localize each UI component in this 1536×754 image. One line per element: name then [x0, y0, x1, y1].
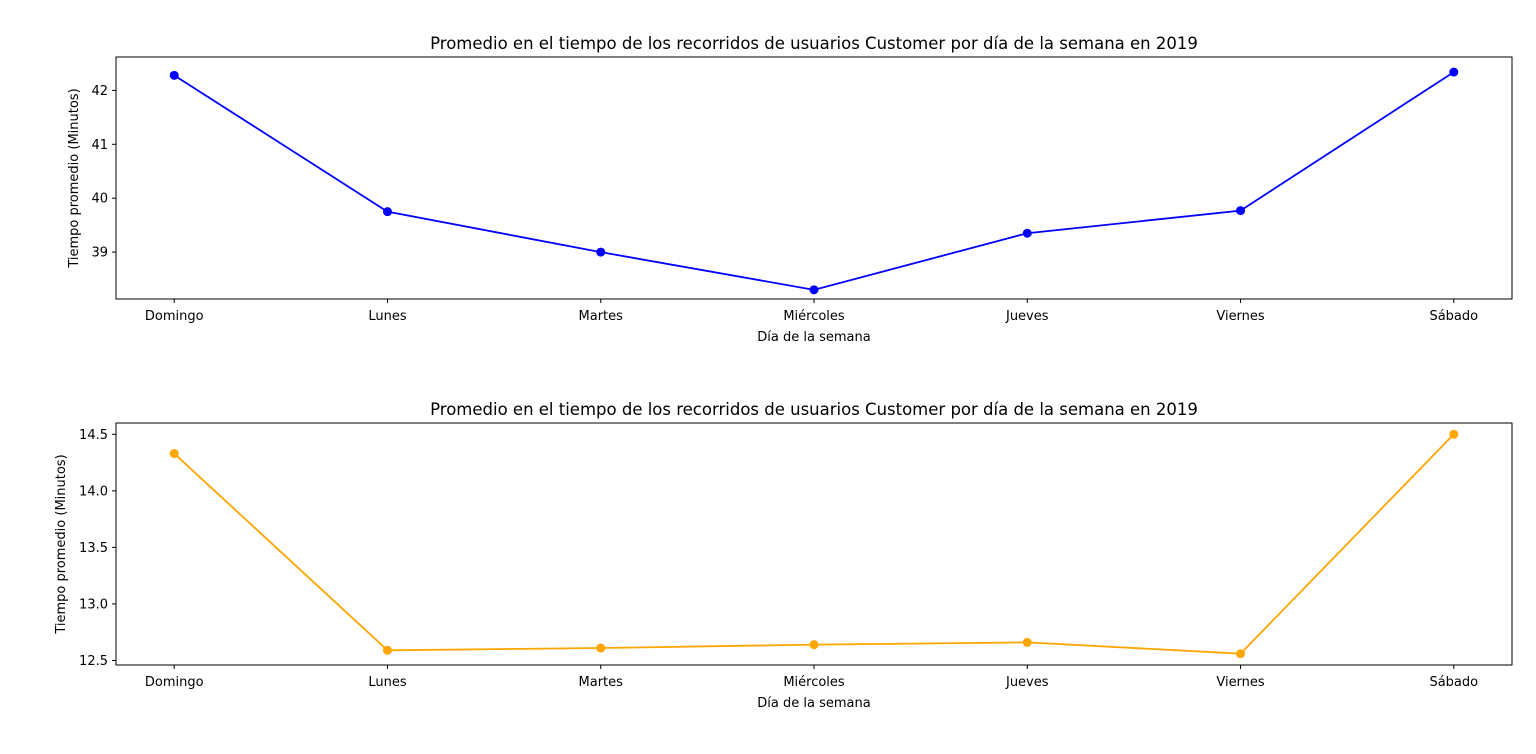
y-tick-label: 13.0 — [79, 597, 108, 612]
y-axis-label: Tiempo promedio (Minutos) — [54, 454, 69, 634]
plot-area: Domingo Lunes Martes Miércoles Jueves Viernes… — [91, 56, 1513, 324]
x-tick-label: Sábado — [1429, 309, 1478, 324]
data-point — [1236, 649, 1246, 659]
x-tick-label: Sábado — [1429, 675, 1478, 690]
data-point — [809, 640, 819, 650]
x-tick-label: Miércoles — [783, 309, 845, 324]
x-tick-label: Jueves — [1005, 309, 1049, 324]
x-tick-label: Lunes — [368, 309, 406, 324]
plot-frame — [115, 56, 1513, 300]
y-tick-label: 13.5 — [79, 541, 108, 556]
plot-area: Domingo Lunes Martes Miércoles Jueves Viernes… — [79, 422, 1513, 690]
data-point — [382, 645, 392, 655]
y-tick-label: 12.5 — [79, 654, 108, 669]
data-point — [169, 449, 179, 459]
y-tick-label: 14.5 — [79, 428, 108, 443]
data-point — [596, 247, 606, 257]
chart-title: Promedio en el tiempo de los recorridos … — [430, 34, 1198, 53]
x-tick-label: Jueves — [1005, 675, 1049, 690]
x-tick-label: Martes — [579, 675, 624, 690]
plot-frame — [115, 422, 1513, 666]
series-line — [173, 71, 1455, 291]
data-point — [169, 70, 179, 80]
series-line — [173, 433, 1455, 655]
y-tick-label: 40 — [91, 192, 108, 207]
y-tick-label: 14.0 — [79, 484, 108, 499]
data-point — [1449, 429, 1459, 439]
y-tick-label: 41 — [91, 138, 108, 153]
data-point — [1022, 637, 1032, 647]
y-tick-label: 39 — [91, 246, 108, 261]
x-tick-label: Miércoles — [783, 675, 845, 690]
data-point — [1449, 67, 1459, 77]
x-tick-label: Domingo — [145, 309, 204, 324]
chart-bottom: Promedio en el tiempo de los recorridos … — [54, 400, 1513, 711]
data-point — [1236, 206, 1246, 216]
data-point — [809, 285, 819, 295]
chart-title: Promedio en el tiempo de los recorridos … — [430, 400, 1198, 419]
x-tick-label: Martes — [579, 309, 624, 324]
x-axis-label: Día de la semana — [757, 330, 870, 345]
chart-top: Promedio en el tiempo de los recorridos … — [67, 34, 1513, 345]
x-tick-label: Domingo — [145, 675, 204, 690]
data-point — [382, 207, 392, 217]
y-tick-label: 42 — [91, 84, 108, 99]
x-tick-label: Viernes — [1216, 675, 1265, 690]
y-axis-label: Tiempo promedio (Minutos) — [67, 88, 82, 268]
x-tick-label: Lunes — [368, 675, 406, 690]
data-point — [1022, 228, 1032, 238]
data-point — [596, 643, 606, 653]
x-axis-label: Día de la semana — [757, 696, 870, 711]
x-tick-label: Viernes — [1216, 309, 1265, 324]
